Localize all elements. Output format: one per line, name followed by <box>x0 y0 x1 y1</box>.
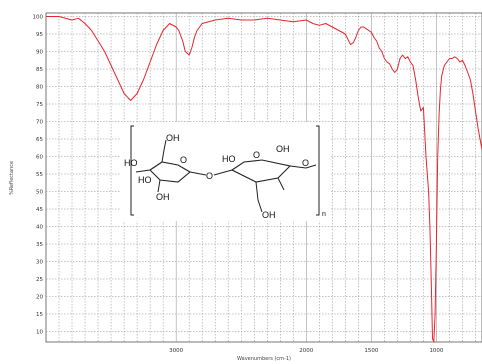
left-oh-bond <box>157 179 161 193</box>
y-tick-label: 100 <box>33 15 44 21</box>
atom-label-oh-top: OH <box>166 133 180 143</box>
y-tick-label: 65 <box>36 137 43 143</box>
left-ch2-bond <box>161 139 167 163</box>
x-tick-label: 1000 <box>429 348 443 354</box>
y-tick-label: 50 <box>36 190 43 196</box>
y-tick-label: 60 <box>36 155 43 161</box>
atom-label-o-ring1: O <box>180 155 187 165</box>
y-tick-label: 35 <box>36 242 43 248</box>
atom-label-ho-left: HO <box>124 158 138 168</box>
atom-label-o-bridge: O <box>206 171 213 181</box>
atom-label-oh-ch2: OH <box>262 210 276 220</box>
atom-label-ho-lower: HO <box>138 175 152 185</box>
left-end-bond <box>135 169 151 173</box>
atom-label-oh-right: OH <box>276 144 290 154</box>
atom-label-oh-bottom: OH <box>156 192 170 202</box>
subscript-n: n <box>322 211 326 218</box>
glycosidic-bond-1 <box>189 171 207 176</box>
y-tick-label: 95 <box>36 32 43 38</box>
y-tick-label: 90 <box>36 50 43 56</box>
right-bracket <box>316 125 320 216</box>
right-end-bond <box>289 164 317 169</box>
right-ch2-bond <box>255 181 263 213</box>
y-tick-label: 40 <box>36 225 43 231</box>
y-tick-label: 85 <box>36 67 43 73</box>
x-tick-label: 3000 <box>169 348 183 354</box>
y-tick-label: 30 <box>36 260 43 266</box>
x-tick-labels: 3000 2000 1500 1000 <box>169 348 444 354</box>
y-tick-label: 20 <box>36 295 43 301</box>
glycosidic-bond-2 <box>213 169 233 176</box>
y-tick-label: 75 <box>36 102 43 108</box>
grid-lines <box>46 13 482 342</box>
y-tick-label: 25 <box>36 277 43 283</box>
molecule-inset: OH HO HO O OH O HO O OH O OH n <box>121 122 330 221</box>
x-tick-label: 2000 <box>299 348 313 354</box>
y-tick-labels: 100 95 90 85 80 75 70 65 60 55 50 45 40 35 30 25 20 15 10 <box>33 15 44 336</box>
x-axis-label: Wavenumbers (cm-1) <box>237 356 291 362</box>
right-oh-bond <box>277 177 285 191</box>
x-tick-label: 1500 <box>364 348 378 354</box>
y-tick-label: 70 <box>36 120 43 126</box>
y-tick-label: 45 <box>36 207 43 213</box>
atom-label-ho-ring2: HO <box>222 154 236 164</box>
y-tick-label: 55 <box>36 172 43 178</box>
atom-label-o-end: O <box>302 158 309 168</box>
y-axis-label: %Reflectance <box>9 161 15 195</box>
atom-label-o-ring2: O <box>253 150 260 160</box>
y-tick-label: 10 <box>36 330 43 336</box>
left-bracket <box>130 125 134 216</box>
y-tick-label: 15 <box>36 312 43 318</box>
series-line <box>46 16 482 343</box>
y-tick-label: 80 <box>36 85 43 91</box>
